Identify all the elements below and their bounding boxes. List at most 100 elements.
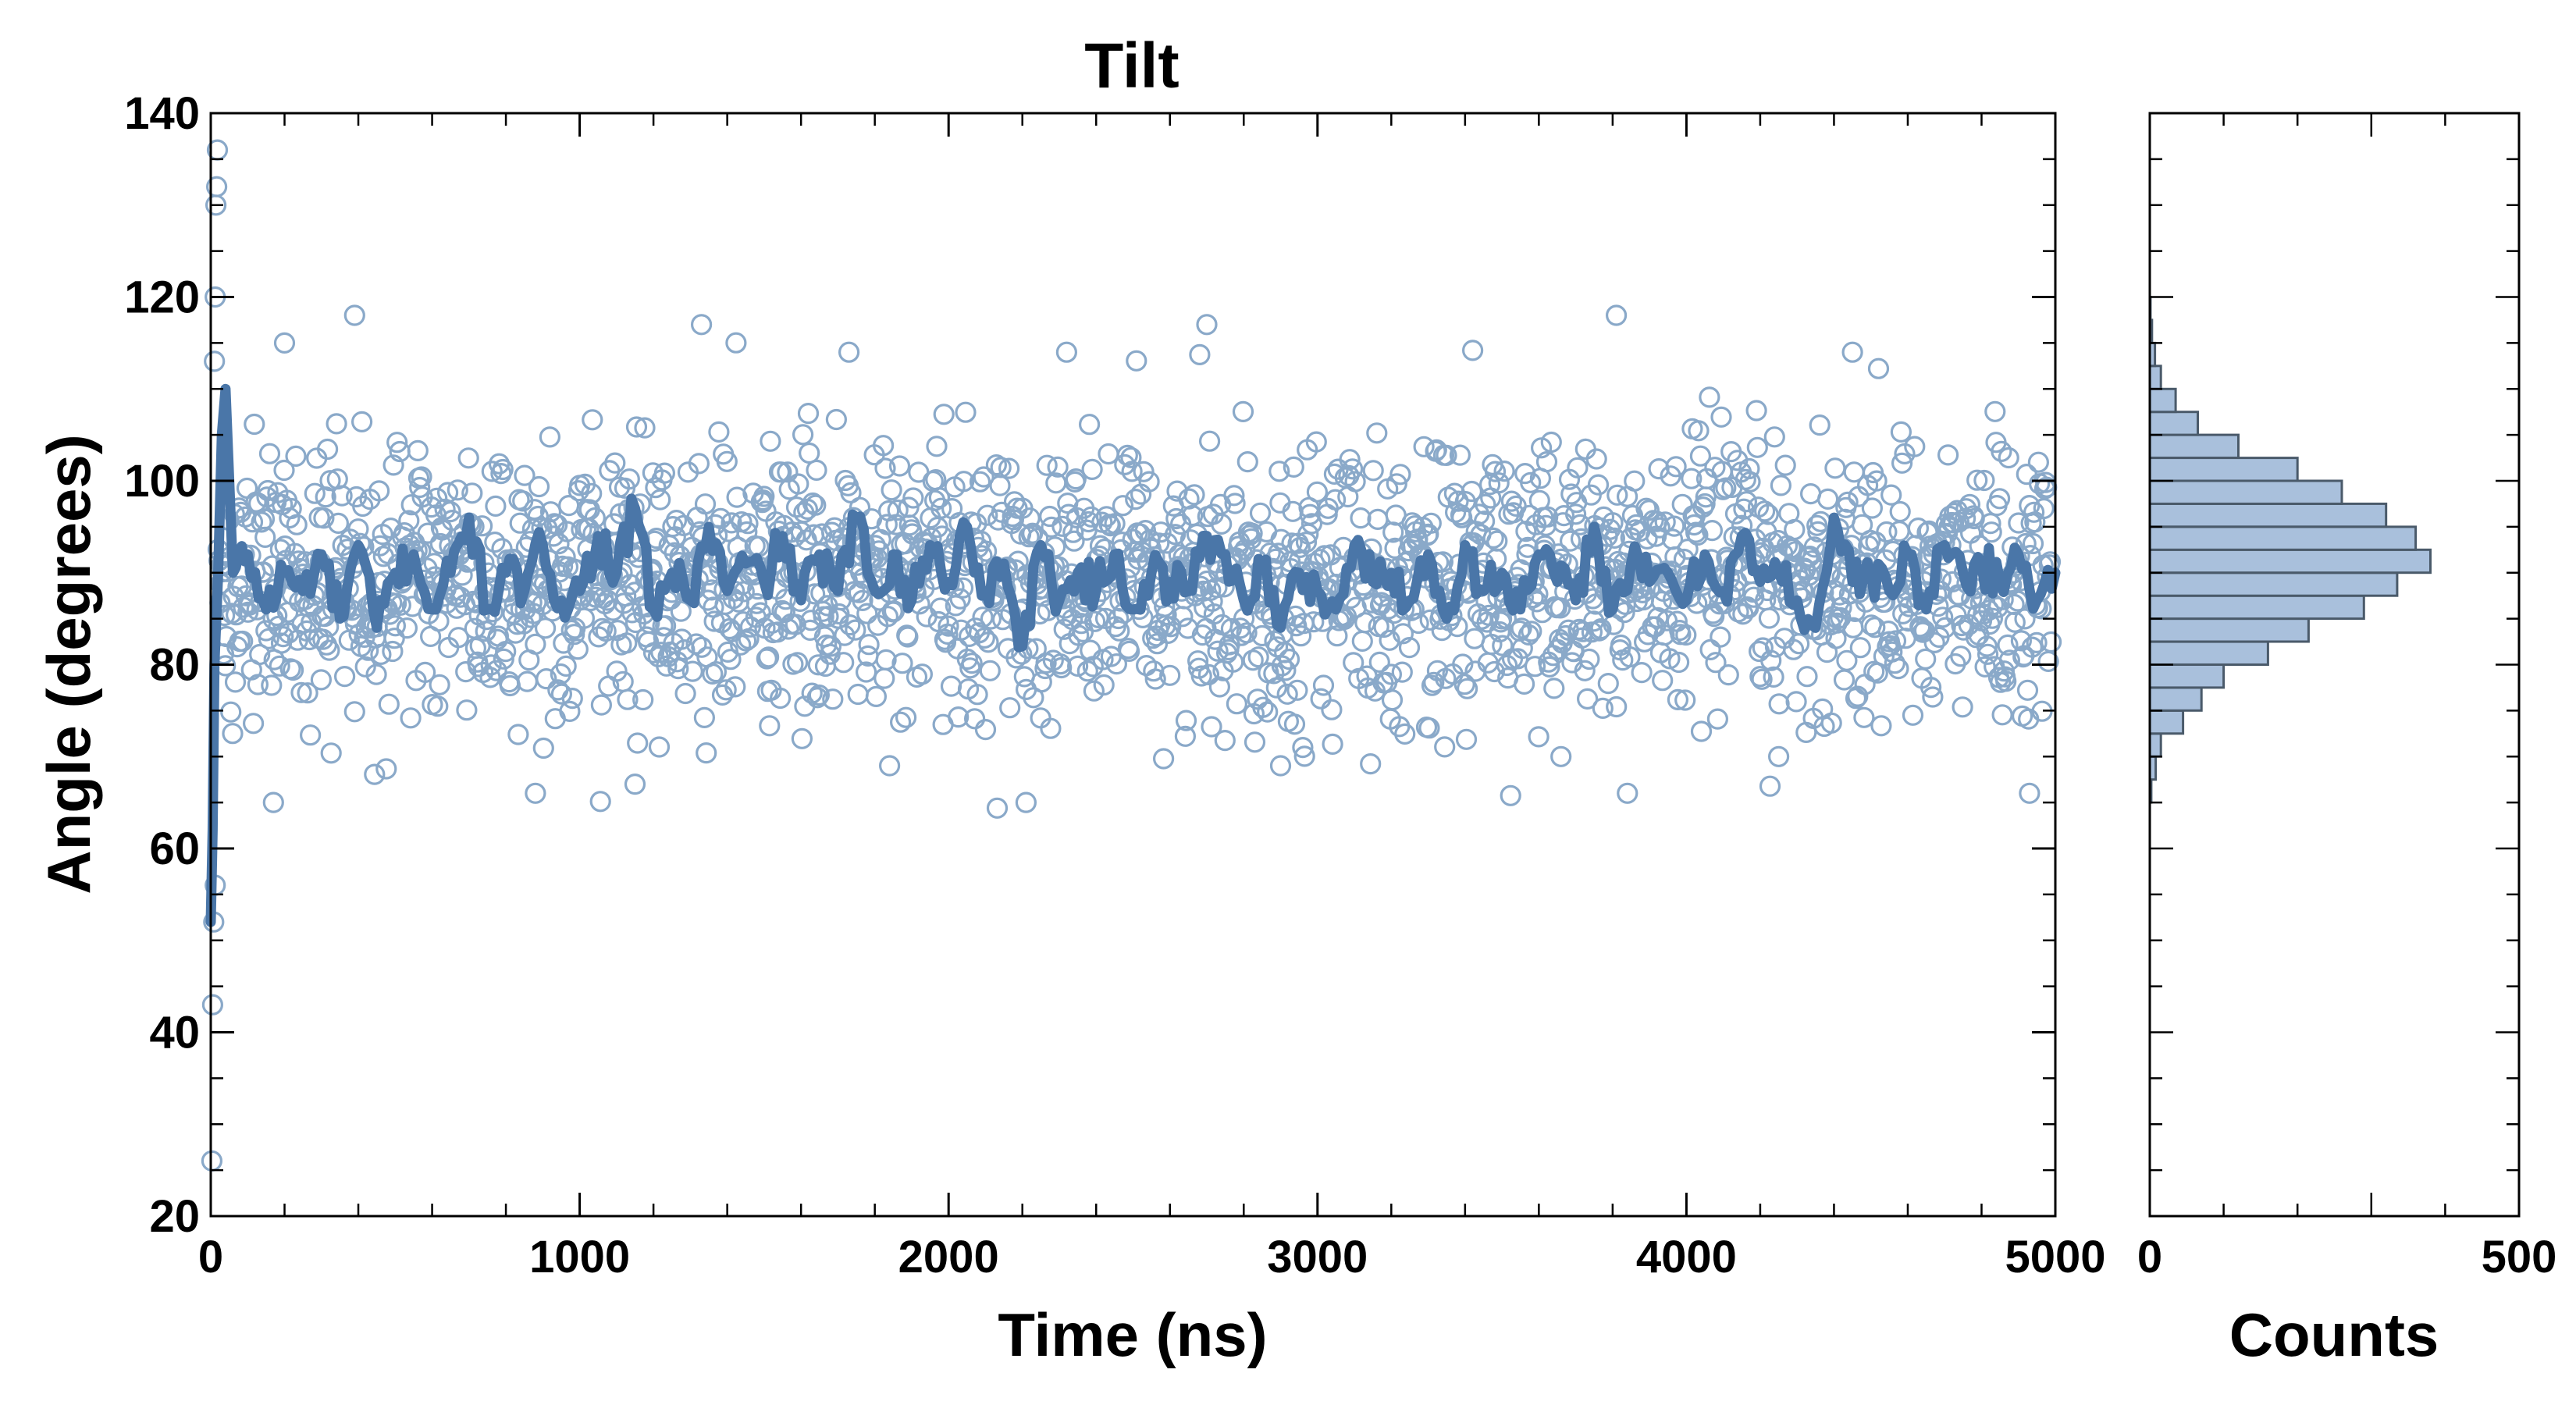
scatter-point bbox=[1270, 528, 1292, 550]
scatter-point bbox=[1174, 725, 1197, 747]
scatter-point bbox=[1876, 521, 1898, 543]
scatter-point bbox=[617, 688, 639, 710]
x-axis-label: Time (ns) bbox=[998, 1300, 1267, 1369]
scatter-point bbox=[1423, 671, 1445, 693]
scatter-point bbox=[2022, 532, 2044, 555]
scatter-point bbox=[1019, 507, 1041, 529]
scatter-point bbox=[1800, 482, 1822, 505]
scatter-point bbox=[550, 683, 573, 705]
scatter-point bbox=[1455, 728, 1478, 750]
scatter-point bbox=[1904, 436, 1926, 457]
scatter-point bbox=[1456, 678, 1478, 699]
scatter-point bbox=[456, 699, 478, 721]
scatter-point bbox=[1223, 485, 1245, 507]
scatter-point bbox=[1144, 668, 1166, 690]
scatter-point bbox=[1454, 490, 1476, 513]
scatter-point bbox=[986, 797, 1009, 819]
scatter-point bbox=[455, 660, 477, 683]
scatter-point bbox=[926, 436, 948, 457]
scatter-point bbox=[1196, 314, 1218, 336]
scatter-point bbox=[1306, 481, 1329, 503]
scatter-point bbox=[1606, 484, 1628, 506]
scatter-point bbox=[1224, 493, 1246, 514]
scatter-point bbox=[759, 715, 781, 737]
scatter-point bbox=[705, 660, 728, 683]
scatter-point bbox=[1093, 674, 1115, 696]
scatter-point bbox=[1820, 712, 1842, 734]
scatter-point bbox=[1703, 605, 1725, 628]
scatter-point bbox=[1391, 661, 1413, 683]
scatter-point bbox=[352, 495, 374, 518]
scatter-point bbox=[618, 468, 640, 490]
scatter-point bbox=[1675, 624, 1697, 646]
scatter-point bbox=[1105, 653, 1128, 675]
scatter-point bbox=[370, 643, 392, 666]
scatter-point bbox=[1207, 640, 1229, 662]
scatter-point bbox=[737, 513, 759, 535]
scatter-point bbox=[1496, 654, 1518, 677]
scatter-point bbox=[802, 492, 824, 514]
scatter-point bbox=[1847, 685, 1869, 707]
scatter-point bbox=[1076, 660, 1098, 682]
scatter-point bbox=[204, 350, 226, 372]
scatter-point bbox=[875, 649, 897, 671]
scatter-point bbox=[1539, 656, 1560, 678]
scatter-point bbox=[634, 417, 656, 439]
scatter-point bbox=[973, 466, 994, 488]
scatter-point bbox=[667, 657, 689, 680]
scatter-point bbox=[694, 493, 717, 515]
scatter-point bbox=[632, 688, 654, 711]
scatter-point bbox=[825, 408, 848, 431]
scatter-point bbox=[1276, 683, 1298, 705]
scatter-point bbox=[1659, 648, 1681, 670]
scatter-point bbox=[928, 486, 951, 509]
scatter-point bbox=[1251, 624, 1273, 647]
scatter-point bbox=[1976, 635, 1998, 657]
scatter-point bbox=[1617, 782, 1638, 804]
histogram-bars bbox=[2148, 296, 2432, 804]
scatter-point bbox=[929, 597, 952, 619]
scatter-point bbox=[1063, 530, 1085, 552]
scatter-point bbox=[310, 669, 332, 691]
scatter-point bbox=[1362, 460, 1384, 482]
scatter-point bbox=[738, 628, 760, 650]
scatter-point bbox=[666, 651, 688, 673]
histogram-bar bbox=[2148, 387, 2177, 414]
scatter-point bbox=[382, 454, 404, 476]
scatter-point bbox=[873, 667, 895, 689]
scatter-point bbox=[806, 687, 828, 709]
scatter-point bbox=[206, 176, 228, 197]
scatter-point bbox=[1236, 622, 1258, 644]
scatter-point bbox=[1923, 631, 1945, 654]
scatter-point bbox=[1559, 530, 1582, 552]
scatter-layer bbox=[201, 139, 2062, 1172]
scatter-point bbox=[1760, 649, 1782, 671]
scatter-point bbox=[1891, 452, 1913, 474]
scatter-point bbox=[1763, 426, 1785, 448]
scatter-point bbox=[639, 612, 660, 634]
scatter-point bbox=[220, 701, 242, 723]
scatter-point bbox=[269, 655, 290, 677]
x-tick-label: 1000 bbox=[529, 1232, 630, 1282]
scatter-point bbox=[1495, 607, 1517, 630]
scatter-point bbox=[838, 341, 860, 363]
scatter-point bbox=[1528, 726, 1550, 748]
scatter-point bbox=[966, 684, 988, 706]
scatter-point bbox=[1590, 617, 1612, 640]
scatter-point bbox=[358, 639, 379, 661]
scatter-point bbox=[1449, 444, 1471, 466]
scatter-point bbox=[1255, 521, 1278, 543]
scatter-point bbox=[975, 540, 998, 562]
scatter-point bbox=[1380, 663, 1403, 685]
scatter-point bbox=[509, 512, 531, 534]
scatter-point bbox=[1108, 620, 1130, 642]
scatter-point bbox=[561, 687, 583, 710]
scatter-point bbox=[1710, 406, 1732, 428]
scatter-point bbox=[244, 413, 265, 436]
chart-title: Tilt bbox=[1084, 30, 1179, 101]
scatter-point bbox=[1603, 527, 1625, 550]
scatter-point bbox=[757, 646, 780, 668]
scatter-point bbox=[973, 627, 995, 649]
scatter-point bbox=[297, 682, 318, 704]
scatter-point bbox=[1966, 469, 1988, 491]
